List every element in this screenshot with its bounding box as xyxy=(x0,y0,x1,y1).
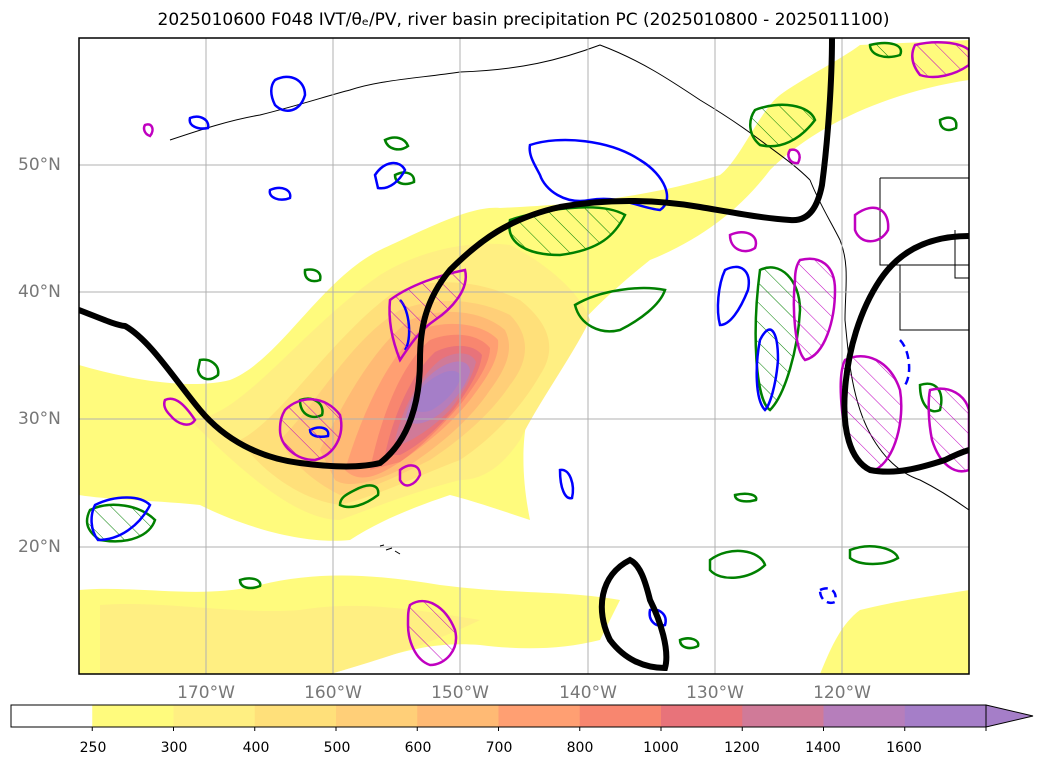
blue-contour-sub-8 xyxy=(818,587,837,605)
colorbar-cell xyxy=(417,705,499,727)
blue-contour-sw xyxy=(90,496,152,542)
colorbar-cell xyxy=(904,705,987,727)
blue-contours xyxy=(90,75,911,627)
colorbar-tick-600: 600 xyxy=(404,740,432,756)
green-contour-sub-3 xyxy=(848,545,900,566)
ivt-band-300-south xyxy=(100,603,480,674)
colorbar-cell xyxy=(661,705,743,727)
colorbar-tick-1400: 1400 xyxy=(805,740,841,756)
magenta-contour-ne xyxy=(911,41,969,79)
colorbar-tick-400: 400 xyxy=(242,740,270,756)
green-contour-sub-9 xyxy=(238,577,262,590)
colorbar-cell xyxy=(579,705,662,727)
colorbar-cell xyxy=(498,705,581,727)
green-contour-west-1 xyxy=(196,358,220,381)
map-frame xyxy=(78,37,970,675)
green-contours xyxy=(85,41,958,650)
colorbar-cell xyxy=(173,705,256,727)
blue-contour-coast xyxy=(755,328,780,412)
lon-label-130w: 130°W xyxy=(686,683,744,703)
hawaii-islands xyxy=(379,544,401,555)
state-boundaries xyxy=(879,178,969,331)
colorbar-tick-1000: 1000 xyxy=(643,740,679,756)
theta-e-contours xyxy=(79,38,969,672)
green-contour-east xyxy=(749,103,817,148)
green-contour-sub-2 xyxy=(708,549,767,580)
blue-contour-east xyxy=(716,265,751,327)
graticule xyxy=(79,38,969,674)
green-contour-sub-6 xyxy=(868,41,903,59)
colorbar-tick-250: 250 xyxy=(79,740,107,756)
colorbar-tick-1200: 1200 xyxy=(724,740,760,756)
blue-contour-sub-4 xyxy=(188,115,210,130)
colorbar-cell xyxy=(336,705,418,727)
blue-contour-sub-1 xyxy=(558,468,575,500)
green-contour-sub-10 xyxy=(733,492,758,503)
green-contour-sw xyxy=(85,503,157,543)
lat-label-40n: 40°N xyxy=(18,282,61,302)
ivt-band-250-se xyxy=(820,590,969,674)
magenta-contour-sub-2 xyxy=(853,206,890,243)
green-contour-sub-4 xyxy=(938,116,958,132)
coastlines xyxy=(169,44,969,555)
theta-e-line-east xyxy=(841,233,969,475)
magenta-contour-sub-1 xyxy=(728,231,758,253)
blue-contour-north xyxy=(528,138,669,212)
magenta-contours xyxy=(142,41,969,667)
magenta-contour-sub-3 xyxy=(142,123,154,138)
map-title: 2025010600 F048 IVT/θₑ/PV, river basin p… xyxy=(157,10,890,30)
lon-label-120w: 120°W xyxy=(813,683,871,703)
colorbar-frame xyxy=(10,704,987,728)
magenta-contour-sub-5 xyxy=(787,148,801,165)
lon-label-160w: 160°W xyxy=(304,683,362,703)
magenta-contour-south xyxy=(406,599,458,667)
magenta-contour-30n xyxy=(278,398,343,462)
lat-label-30n: 30°N xyxy=(18,409,61,429)
blue-contour-aleutian xyxy=(270,75,307,112)
colorbar-cell xyxy=(11,705,93,727)
ivt-band-1600 xyxy=(412,370,461,413)
colorbar-cell xyxy=(823,705,906,727)
green-contour-sub-7 xyxy=(303,268,322,283)
green-contour-sub-5 xyxy=(383,136,410,151)
theta-e-loop-south xyxy=(598,556,670,672)
magenta-contour-sub-4 xyxy=(398,464,422,487)
colorbar xyxy=(10,704,1034,731)
green-contour-sub-1 xyxy=(338,484,380,509)
magenta-contour-coast xyxy=(792,257,837,362)
map-panel xyxy=(78,37,970,675)
colorbar-tick-1600: 1600 xyxy=(886,740,922,756)
lon-label-150w: 150°W xyxy=(431,683,489,703)
blue-contour-north-2 xyxy=(373,161,407,190)
lon-label-170w: 170°W xyxy=(177,683,235,703)
colorbar-cell xyxy=(742,705,824,727)
colorbar-tick-800: 800 xyxy=(566,740,594,756)
colorbar-tick-300: 300 xyxy=(160,740,188,756)
alaska-coastline xyxy=(169,44,811,181)
colorbar-extend-arrow xyxy=(985,704,1034,728)
green-contour-coast xyxy=(754,266,802,412)
blue-contour-sub-7 xyxy=(899,339,911,386)
colorbar-cell xyxy=(92,705,174,727)
magenta-contour-west xyxy=(162,397,197,426)
lon-label-140w: 140°W xyxy=(559,683,617,703)
blue-contour-sub-5 xyxy=(268,186,292,201)
green-contour-mid xyxy=(573,286,667,333)
green-contour-sub-11 xyxy=(678,637,700,650)
theta-e-line-main xyxy=(79,38,835,470)
colorbar-tick-500: 500 xyxy=(323,740,351,756)
colorbar-cell xyxy=(254,705,337,727)
lat-label-20n: 20°N xyxy=(18,537,61,557)
lat-label-50n: 50°N xyxy=(18,155,61,175)
colorbar-tick-700: 700 xyxy=(485,740,513,756)
